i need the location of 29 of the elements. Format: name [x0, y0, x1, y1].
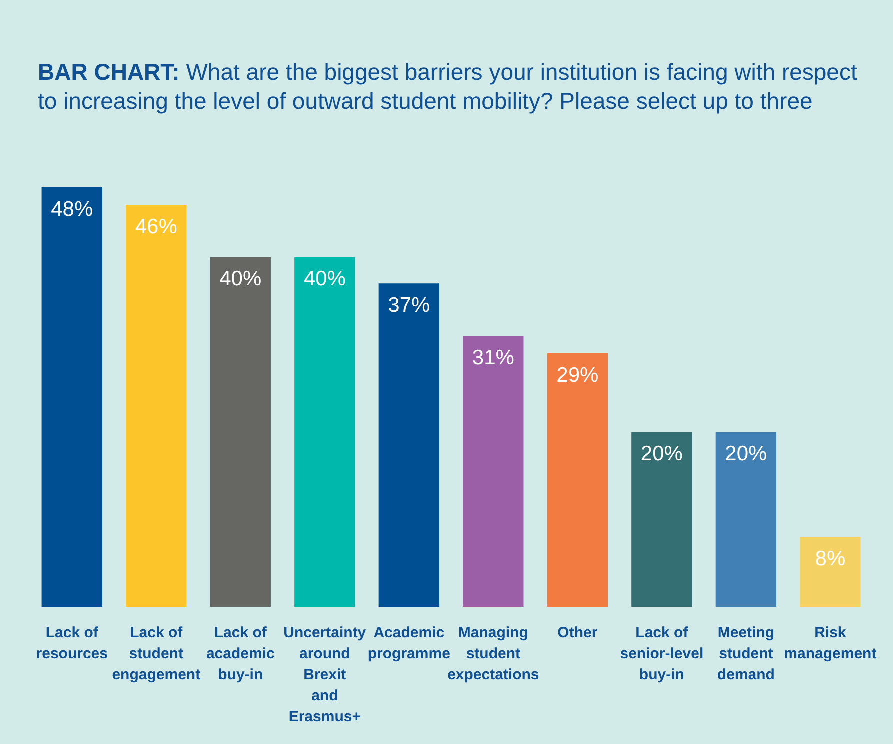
- x-tick-label: Lack of senior-level buy-in: [620, 624, 704, 684]
- bar: [42, 187, 102, 607]
- bar: [378, 284, 440, 607]
- x-tick-label: Other: [558, 624, 598, 642]
- data-label: 20%: [640, 442, 683, 466]
- data-label: 29%: [556, 364, 599, 387]
- data-label: 40%: [304, 268, 346, 291]
- chart-title: BAR CHART: What are the biggest barriers your institution is facing with respect to increasing the level of outward student mobility? Please select up to three: [38, 58, 858, 116]
- bar: [463, 336, 524, 607]
- data-label: 20%: [725, 442, 768, 466]
- data-label: 31%: [472, 346, 514, 370]
- x-tick-label: Lack of academic buy-in: [206, 624, 275, 684]
- x-tick-label: Risk management: [784, 624, 877, 663]
- bar: [547, 354, 608, 607]
- x-tick-label: Lack of student engagement: [112, 624, 201, 684]
- bar: [800, 537, 861, 607]
- data-label: 40%: [220, 268, 262, 291]
- bar: [126, 204, 187, 607]
- x-tick-label: Meeting student demand: [717, 624, 775, 684]
- bar: [210, 257, 271, 607]
- bar: [294, 257, 356, 607]
- data-label: 46%: [135, 215, 178, 238]
- data-label: 37%: [388, 294, 430, 317]
- data-label: 48%: [51, 198, 94, 221]
- data-label: 8%: [815, 547, 846, 570]
- bar: [716, 432, 777, 607]
- x-tick-label: Uncertainty around Brexit and Erasmus+: [284, 624, 367, 726]
- bar: [632, 432, 692, 607]
- x-tick-label: Lack of resources: [36, 624, 108, 663]
